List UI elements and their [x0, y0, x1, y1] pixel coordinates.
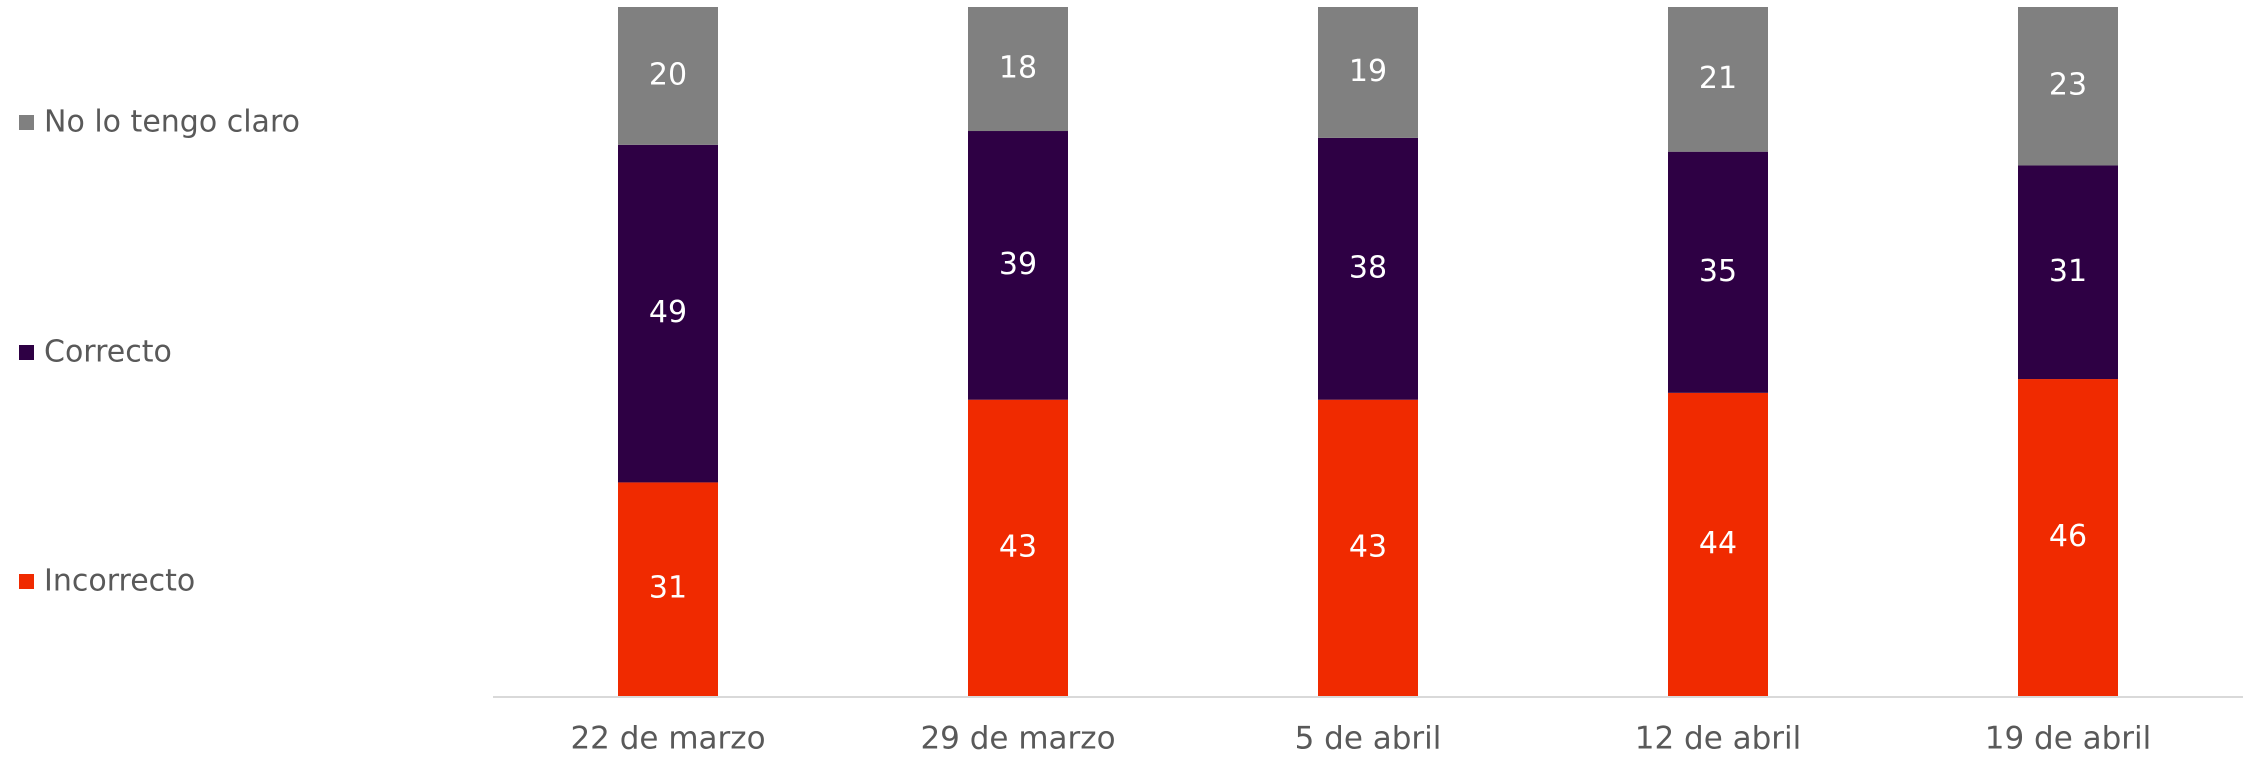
data-label: 31 [649, 571, 687, 606]
bar-segment [968, 399, 1068, 696]
data-label: 18 [999, 51, 1037, 86]
data-label: 43 [999, 529, 1037, 564]
bar-segment [1318, 7, 1418, 138]
bar-segment [2018, 7, 2118, 166]
data-label: 31 [2049, 254, 2087, 289]
data-label: 20 [649, 57, 687, 92]
bar-segment [618, 7, 718, 145]
data-label: 49 [649, 295, 687, 330]
legend-swatch [19, 574, 34, 589]
data-label: 43 [1349, 529, 1387, 564]
x-tick-label: 5 de abril [1295, 721, 1442, 757]
bar-segment [968, 7, 1068, 132]
bar-segment [2018, 165, 2118, 380]
data-label: 19 [1349, 54, 1387, 89]
legend-swatch [19, 115, 34, 130]
data-label: 39 [999, 247, 1037, 282]
data-label: 23 [2049, 68, 2087, 103]
bar-segment [1668, 7, 1768, 152]
bar-segment [1318, 399, 1418, 696]
x-tick-label: 22 de marzo [570, 721, 765, 757]
bar-segment [2018, 379, 2118, 696]
legend-swatch [19, 345, 34, 360]
x-tick-label: 29 de marzo [920, 721, 1115, 757]
x-tick-label: 19 de abril [1985, 721, 2152, 757]
data-label: 35 [1699, 254, 1737, 289]
legend-label: No lo tengo claro [44, 105, 300, 140]
x-tick-label: 12 de abril [1635, 721, 1802, 757]
data-label: 44 [1699, 526, 1737, 561]
legend-label: Correcto [44, 335, 172, 370]
data-label: 21 [1699, 61, 1737, 96]
bar-segment [1668, 151, 1768, 393]
bar-segment [618, 144, 718, 483]
data-label: 46 [2049, 519, 2087, 554]
bar-segment [1668, 392, 1768, 696]
bar-segment [618, 482, 718, 696]
legend-label: Incorrecto [44, 564, 195, 599]
bar-segment [1318, 137, 1418, 400]
bar-segment [968, 131, 1068, 400]
data-label: 38 [1349, 250, 1387, 285]
